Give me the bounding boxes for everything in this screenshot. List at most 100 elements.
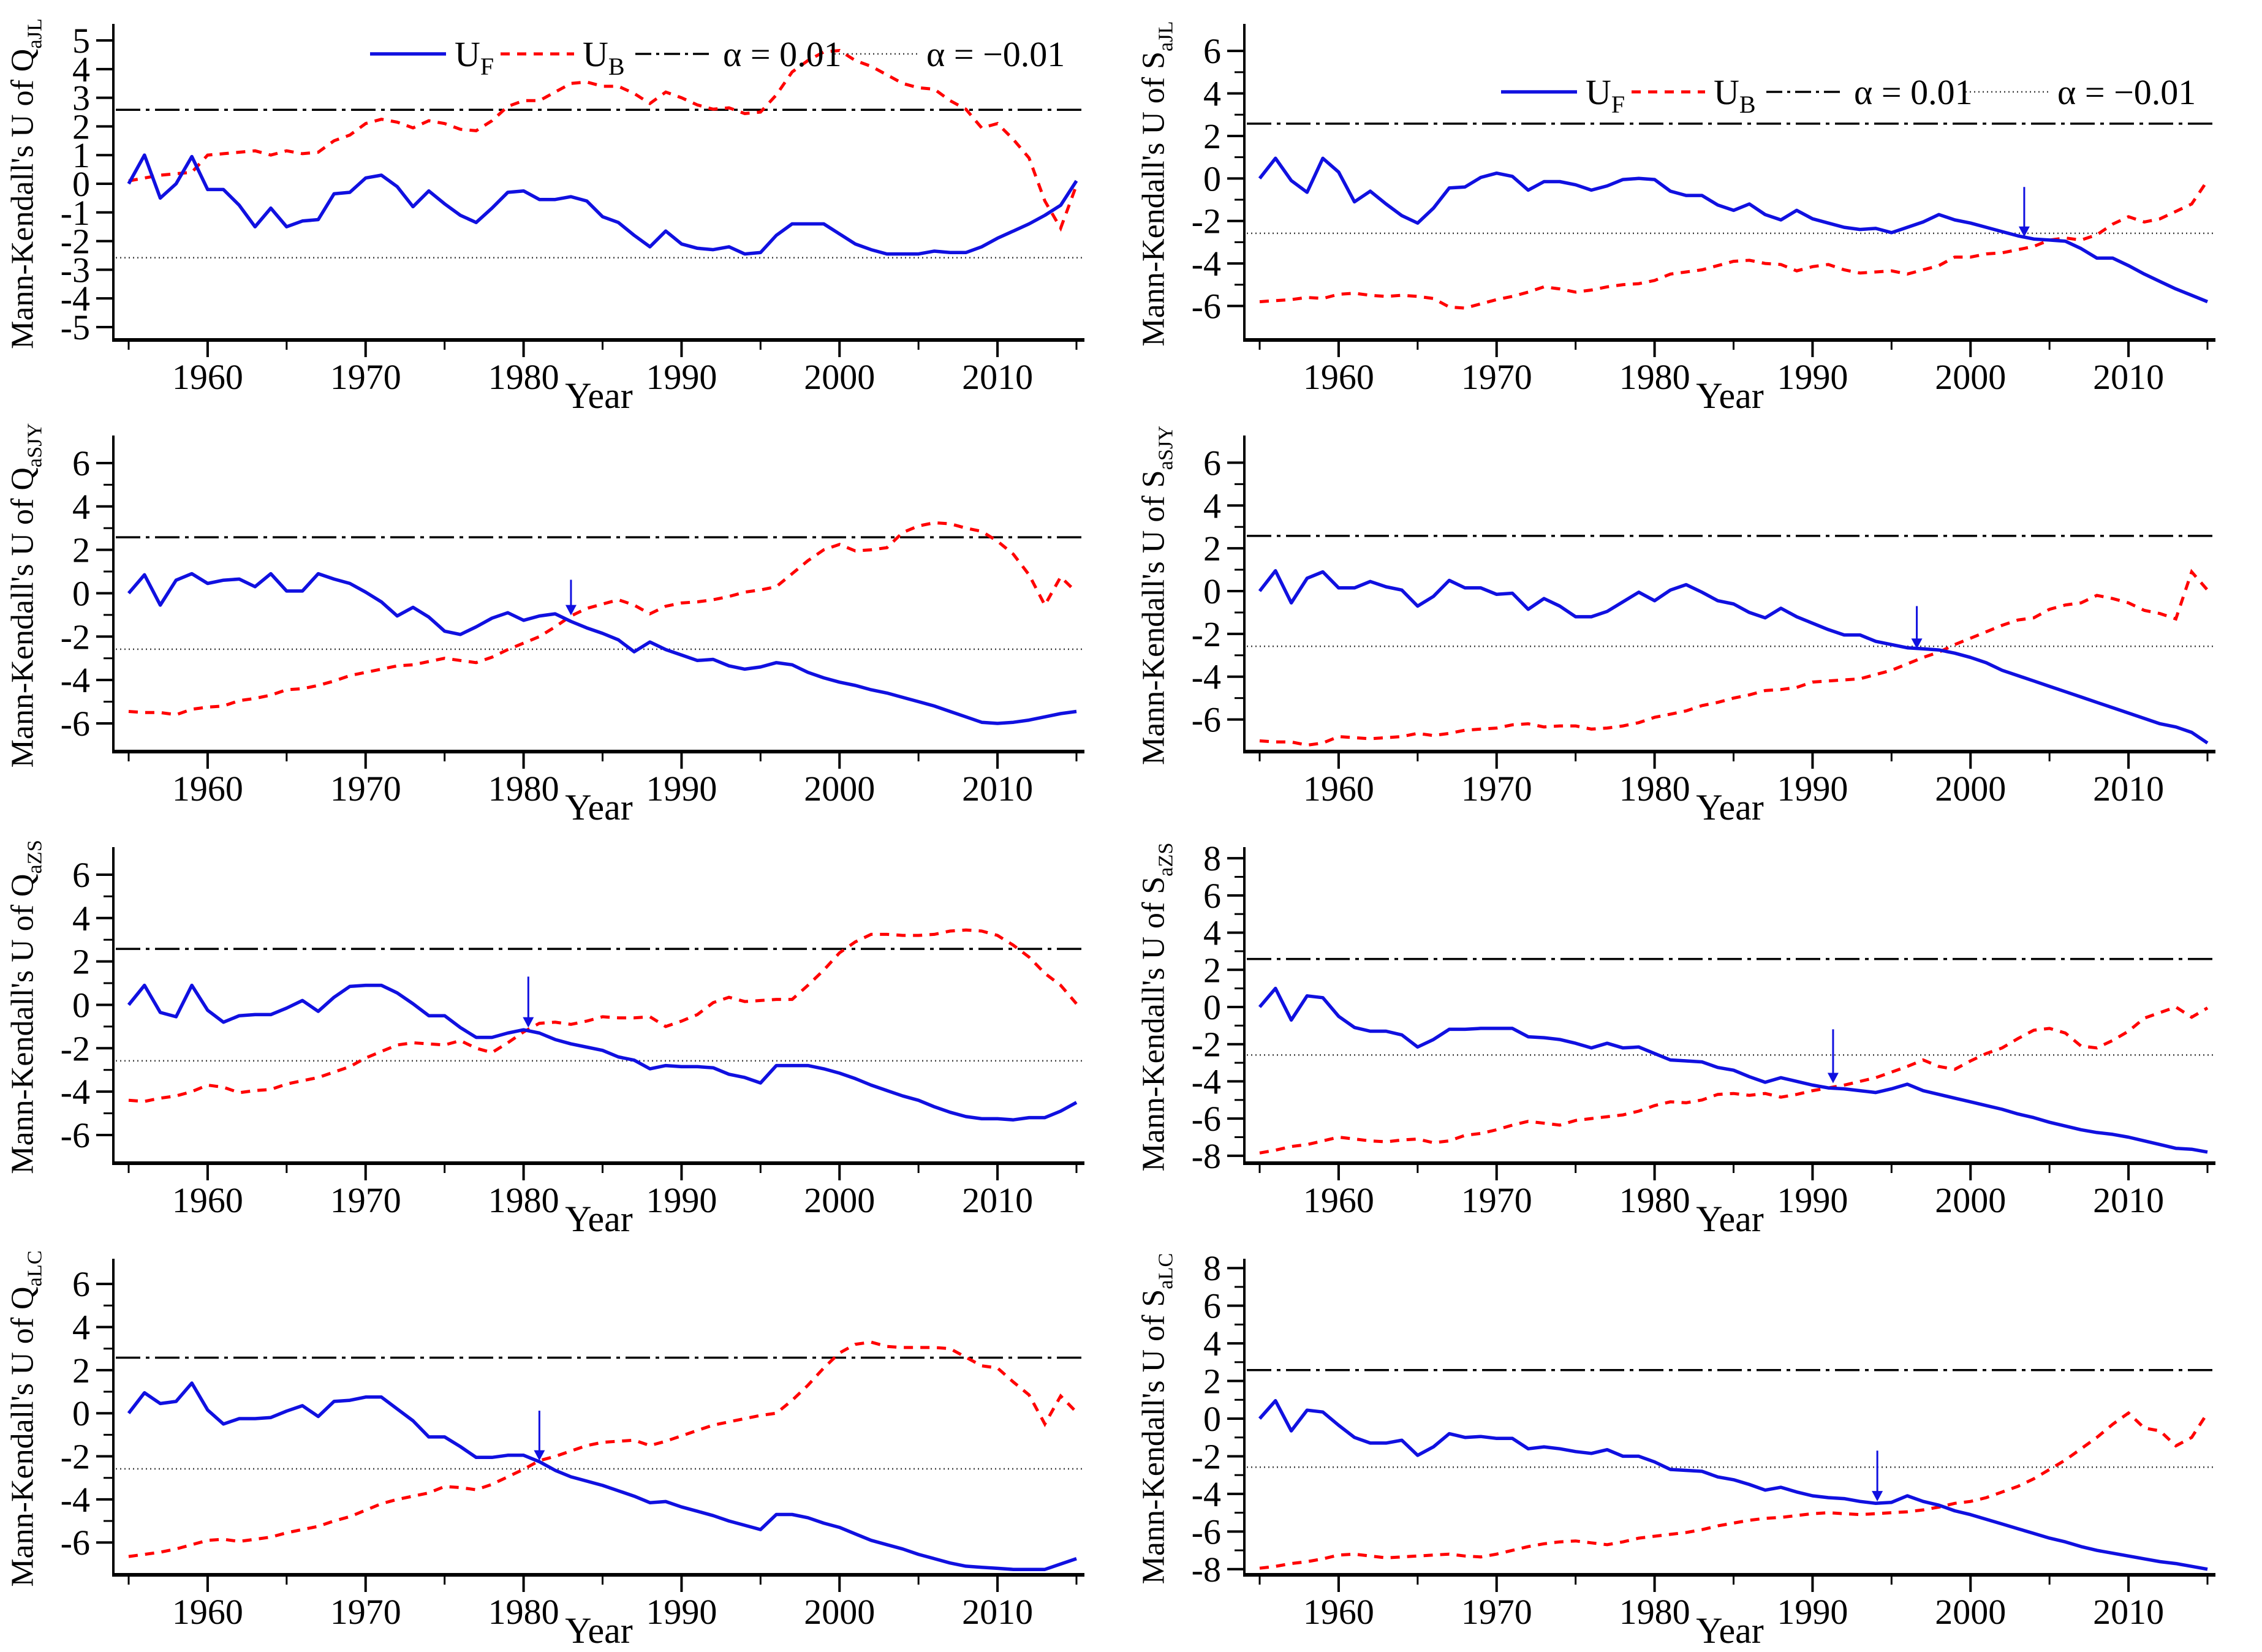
x-tick-label: 1990 xyxy=(1777,1180,1848,1220)
y-tick-label: -6 xyxy=(1192,286,1221,326)
x-tick-label: 2010 xyxy=(2093,769,2164,809)
ub-line xyxy=(128,521,1078,717)
panel-QaJL: Mann-Kendall's U of QaJL 1960 1970 1980 199… xyxy=(0,0,1131,416)
y-tick-label: 5 xyxy=(72,21,90,61)
change-point-arrowhead xyxy=(523,1017,534,1028)
panel-QaZS: Mann-Kendall's U of QaZS 1960 1970 1980 199… xyxy=(0,823,1131,1239)
x-tick-label: 1980 xyxy=(488,1180,559,1220)
mk-chart-QaJL: 1960 1970 1980 1990 2000 2010 543210-1-2-3-4-5… xyxy=(61,21,1084,397)
y-tick-label: 0 xyxy=(1203,987,1221,1027)
y-tick-label: 2 xyxy=(1203,950,1221,990)
legend-label-alpha-pos: α = 0.01 xyxy=(723,34,842,74)
y-tick-label: 3 xyxy=(72,78,90,118)
y-tick-label: 0 xyxy=(72,1394,90,1433)
y-tick-label: -4 xyxy=(1192,657,1221,697)
ub-line xyxy=(1259,1005,2209,1155)
chart-QaJL: 1960 1970 1980 1990 2000 2010 5 4 3 2 1 0 -1 -2 -3 -4 -5… xyxy=(0,0,1131,412)
y-tick-label: 2 xyxy=(72,107,90,146)
y-tick-label: 4 xyxy=(1203,1324,1221,1363)
y-tick-label: 2 xyxy=(72,530,90,570)
panel-SaZS: Mann-Kendall's U of SaZS 1960 1970 1980 199… xyxy=(1131,823,2262,1239)
panel-SaJL: Mann-Kendall's U of SaJL 1960 1970 1980 199… xyxy=(1131,0,2262,416)
x-tick-label: 1980 xyxy=(1619,357,1690,397)
x-tick-label: 2010 xyxy=(962,357,1033,397)
ub-line xyxy=(128,48,1078,232)
x-tick-label: 1970 xyxy=(330,1180,401,1220)
y-tick-label: -2 xyxy=(61,1028,90,1068)
uf-line xyxy=(1258,156,2209,304)
legend: UF UB α = 0.01 α = −0.01 xyxy=(1501,72,2196,118)
x-tick-label: 2000 xyxy=(804,1592,875,1632)
legend-label-alpha-neg: α = −0.01 xyxy=(926,34,1065,74)
change-point-arrowhead xyxy=(534,1450,545,1461)
y-tick-label: 0 xyxy=(72,164,90,204)
x-tick-label: 1990 xyxy=(646,357,717,397)
y-tick-label: -6 xyxy=(1192,700,1221,740)
legend-label-alpha-pos: α = 0.01 xyxy=(1854,72,1973,112)
y-tick-label: -8 xyxy=(1192,1550,1221,1590)
x-axis-title: Year xyxy=(1696,787,1764,828)
x-tick-label: 1980 xyxy=(488,769,559,809)
y-tick-label: -6 xyxy=(1192,1512,1221,1552)
y-tick-label: 0 xyxy=(72,985,90,1025)
x-tick-label: 1970 xyxy=(330,357,401,397)
y-tick-label: -2 xyxy=(61,617,90,657)
y-tick-label: 6 xyxy=(1203,1286,1221,1326)
y-tick-label: 4 xyxy=(72,1308,90,1348)
x-tick-label: 2010 xyxy=(2093,1180,2164,1220)
x-tick-label: 1980 xyxy=(488,357,559,397)
change-point-arrowhead xyxy=(565,605,577,616)
panel-SaSJY: Mann-Kendall's U of SaSJY 1960 1970 1980 19… xyxy=(1131,412,2262,828)
x-tick-label: 1960 xyxy=(172,1180,243,1220)
y-tick-label: 6 xyxy=(1203,876,1221,916)
uf-line xyxy=(1258,1399,2208,1571)
ub-line xyxy=(128,928,1078,1103)
x-tick-label: 1970 xyxy=(1461,1180,1532,1220)
x-tick-label: 2000 xyxy=(804,1180,875,1220)
y-tick-label: 0 xyxy=(1203,571,1221,611)
y-tick-label: 8 xyxy=(1203,1248,1221,1288)
legend: UF UB α = 0.01 α = −0.01 xyxy=(370,34,1065,80)
x-tick-label: 1980 xyxy=(1619,1180,1690,1220)
ub-line xyxy=(1259,1411,2209,1570)
y-tick-label: -4 xyxy=(61,660,90,700)
y-tick-label: -6 xyxy=(61,1523,90,1563)
y-tick-label: -4 xyxy=(1192,1062,1221,1101)
legend-label-ub: UB xyxy=(583,34,625,80)
y-tick-label: 6 xyxy=(1203,31,1221,71)
x-tick-label: 2010 xyxy=(2093,1592,2164,1632)
y-tick-label: 2 xyxy=(1203,1362,1221,1401)
uf-line xyxy=(127,153,1078,256)
y-tick-label: 2 xyxy=(72,942,90,982)
x-tick-label: 2010 xyxy=(962,1592,1033,1632)
y-tick-label: 2 xyxy=(1203,116,1221,156)
y-tick-label: 4 xyxy=(72,899,90,938)
uf-line xyxy=(127,983,1078,1122)
x-tick-label: 1970 xyxy=(330,1592,401,1632)
x-tick-label: 1990 xyxy=(646,1592,717,1632)
change-point-arrowhead xyxy=(1872,1491,1883,1502)
x-axis-title: Year xyxy=(565,375,633,416)
x-axis-title: Year xyxy=(1696,1199,1764,1239)
chart-QaLC: 1960 1970 1980 1990 2000 2010 6 4 2 0 -2 -4 -6 xyxy=(0,1235,1131,1646)
y-tick-label: -2 xyxy=(1192,614,1221,654)
y-tick-label: -6 xyxy=(61,704,90,744)
x-tick-label: 2010 xyxy=(2093,357,2164,397)
x-axis-title: Year xyxy=(565,1199,633,1239)
y-tick-label: 4 xyxy=(72,487,90,527)
x-tick-label: 1990 xyxy=(1777,769,1848,809)
panel-SaLC: Mann-Kendall's U of SaLC 1960 1970 1980 199… xyxy=(1131,1235,2262,1651)
y-tick-label: -2 xyxy=(1192,202,1221,241)
x-tick-label: 1980 xyxy=(488,1592,559,1632)
x-tick-label: 1960 xyxy=(172,769,243,809)
legend-label-uf: UF xyxy=(455,34,494,80)
y-tick-label: 1 xyxy=(72,135,90,175)
y-tick-label: -4 xyxy=(61,1480,90,1520)
x-tick-label: 1960 xyxy=(1303,1592,1374,1632)
x-tick-label: 2000 xyxy=(804,357,875,397)
x-axis-title: Year xyxy=(565,1610,633,1651)
